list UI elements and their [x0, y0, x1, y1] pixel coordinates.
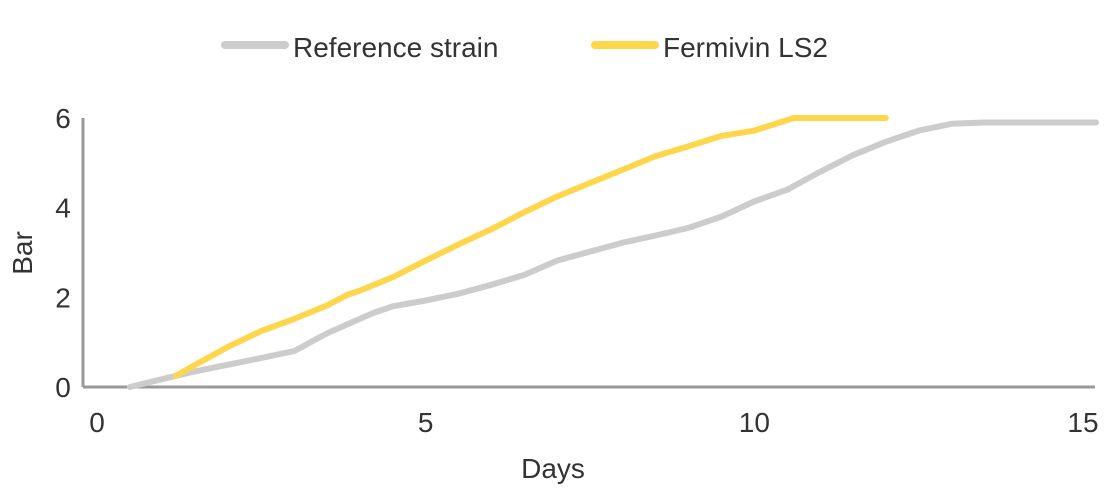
y-tick-label: 6	[55, 103, 71, 134]
y-tick-label: 2	[55, 282, 71, 313]
series-layer	[126, 115, 1100, 390]
axes	[81, 118, 1095, 389]
legend-label-reference-strain: Reference strain	[293, 32, 498, 63]
y-axis-title: Bar	[7, 231, 38, 275]
x-tick-label: 5	[418, 407, 434, 438]
y-tick-labels: 0 2 4 6	[55, 103, 71, 403]
y-tick-label: 0	[55, 372, 71, 403]
legend: Reference strain Fermivin LS2	[221, 32, 828, 63]
x-tick-label: 10	[739, 407, 770, 438]
legend-item-fermivin-ls2: Fermivin LS2	[591, 32, 828, 63]
legend-label-fermivin-ls2: Fermivin LS2	[663, 32, 828, 63]
x-axis-title: Days	[521, 453, 585, 484]
x-tick-labels: 0 5 10 15	[89, 407, 1098, 438]
x-tick-label: 0	[89, 407, 105, 438]
series-line-fermivin-ls2	[172, 115, 889, 379]
legend-item-reference-strain: Reference strain	[221, 32, 498, 63]
series-line-reference-strain	[126, 119, 1100, 390]
x-tick-label: 15	[1067, 407, 1098, 438]
y-tick-label: 4	[55, 193, 71, 224]
